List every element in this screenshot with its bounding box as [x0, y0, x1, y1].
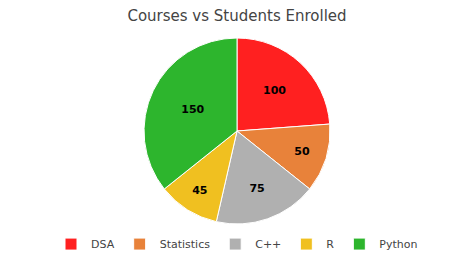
svg-text:100: 100: [263, 84, 286, 97]
svg-text:50: 50: [294, 145, 310, 158]
svg-text:75: 75: [249, 182, 264, 195]
svg-text:45: 45: [192, 184, 207, 197]
svg-text:Courses vs Students Enrolled: Courses vs Students Enrolled: [127, 7, 346, 25]
svg-text:Python: Python: [379, 238, 417, 251]
svg-text:C++: C++: [255, 238, 281, 251]
svg-text:DSA: DSA: [91, 238, 115, 251]
svg-text:R: R: [326, 238, 334, 251]
svg-text:Statistics: Statistics: [160, 238, 211, 251]
svg-text:150: 150: [181, 103, 204, 116]
